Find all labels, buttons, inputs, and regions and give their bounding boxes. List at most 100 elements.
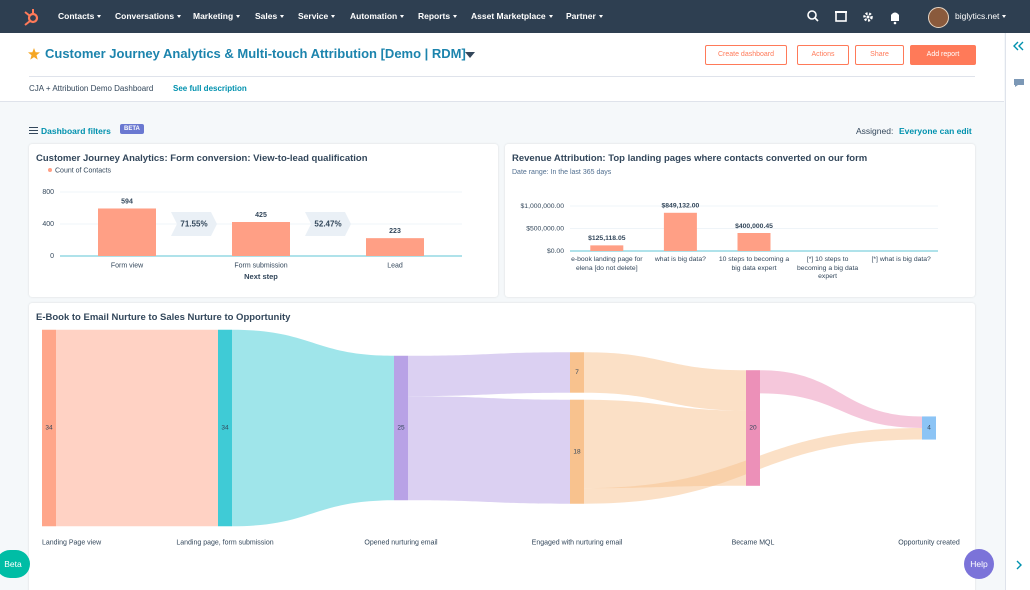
nav-icons[interactable] [800,6,910,28]
nav-item[interactable]: Asset Marketplace [471,11,553,21]
nav-item[interactable]: Contacts [58,11,101,21]
bar [366,238,424,256]
account-name[interactable]: biglytics.net [955,11,1006,21]
sankey-link [760,370,922,428]
sankey-link [408,396,570,504]
nav-item[interactable]: Reports [418,11,457,21]
stage-label: Landing page, form submission [176,539,273,546]
beta-badge: BETA [120,124,144,134]
sankey-link [408,352,570,397]
stage-label: Opportunity created [898,539,960,546]
y-tick-label: $500,000.00 [526,225,564,232]
help-button[interactable]: Help [964,549,994,579]
dashboard-filters[interactable]: Dashboard filters [41,126,111,136]
sankey-node [746,370,760,486]
x-axis-label: Next step [244,272,278,281]
sankey-link [232,329,394,527]
nav-item[interactable]: Sales [255,11,284,21]
assigned-value[interactable]: Everyone can edit [899,126,972,136]
stage-label: Landing Page view [42,539,102,546]
node-value: 7 [575,369,579,376]
value-label: 223 [389,228,401,235]
description: CJA + Attribution Demo Dashboard [29,84,154,93]
y-tick-label: 0 [50,253,54,260]
value-label: $125,118.05 [588,235,626,242]
stage-label: Became MQL [732,539,775,546]
y-tick-label: 800 [42,189,54,196]
chat-icon[interactable] [1013,78,1025,88]
actions-button[interactable]: Actions [797,45,849,65]
sankey-node [218,329,232,527]
x-tick-label: Form view [111,262,144,269]
title-caret[interactable] [464,51,476,59]
sankey-node [42,329,56,527]
y-tick-label: 400 [42,221,54,228]
x-tick-label: [*] 10 steps to becoming a big data expe… [796,256,859,280]
top-nav: Contacts Conversations Marketing Sales S… [0,0,1030,33]
x-tick-label: Form submission [234,262,287,269]
node-value: 34 [45,425,53,432]
avatar[interactable] [928,7,949,28]
value-label: 594 [121,198,133,205]
value-label: $849,132.00 [661,203,699,210]
nav-item[interactable]: Marketing [193,11,240,21]
node-value: 4 [927,425,931,432]
legend-label: Count of Contacts [55,167,112,174]
legend-marker [48,168,52,172]
share-button[interactable]: Share [855,45,904,65]
star-icon[interactable] [28,48,40,60]
logo[interactable] [22,8,40,26]
nav-item[interactable]: Conversations [115,11,181,21]
value-label: 425 [255,212,267,219]
report-title: E-Book to Email Nurture to Sales Nurture… [36,312,291,323]
node-value: 25 [397,425,405,432]
nav-item[interactable]: Partner [566,11,603,21]
report-title: Customer Journey Analytics: Form convers… [36,153,368,164]
nav-item[interactable]: Service [298,11,335,21]
assigned-label: Assigned: [856,126,894,136]
sankey-node [570,352,584,393]
report-card: Customer Journey Analytics: Form convers… [29,144,498,297]
x-tick-label: 10 steps to becoming a big data expert [718,256,790,272]
sankey-node [570,399,584,504]
x-tick-label: Lead [387,262,403,269]
sankey-node [922,416,936,440]
description-link[interactable]: See full description [173,84,247,93]
sankey-node [394,355,408,501]
conversion-arrow [171,212,217,236]
conversion-arrow [305,212,351,236]
conversion-label: 71.55% [180,220,207,229]
x-tick-label: [*] what is big data? [871,256,931,263]
x-tick-label: what is big data? [654,256,706,263]
sankey-link [584,399,746,489]
y-tick-label: $0.00 [547,248,564,255]
bar [232,222,290,256]
add-report-button[interactable]: Add report [910,45,976,65]
dashboard-title[interactable]: Customer Journey Analytics & Multi-touch… [45,46,466,61]
create-dashboard-button[interactable]: Create dashboard [705,45,787,65]
collapse-icon[interactable] [1012,41,1026,51]
beta-button[interactable]: Beta [0,550,30,578]
node-value: 20 [749,425,757,432]
right-sidebar [1005,33,1030,590]
sankey-link [584,352,746,411]
node-value: 34 [221,425,229,432]
report-card: Revenue Attribution: Top landing pages w… [505,144,975,297]
stage-label: Engaged with nurturing email [532,539,623,546]
stage-label: Opened nurturing email [364,539,438,546]
expand-icon[interactable] [1015,560,1023,570]
nav-item[interactable]: Automation [350,11,404,21]
value-label: $400,000.45 [735,223,773,230]
sankey-link [56,329,218,527]
bar [98,208,156,256]
y-tick-label: $1,000,000.00 [521,203,565,210]
report-title: Revenue Attribution: Top landing pages w… [512,153,868,164]
filter-icon[interactable] [29,126,38,135]
conversion-label: 52.47% [314,220,341,229]
node-value: 18 [573,448,581,455]
x-tick-label: e-book landing page for elena [do not de… [571,256,643,272]
divider [29,76,975,77]
header: Customer Journey Analytics & Multi-touch… [0,33,1004,102]
